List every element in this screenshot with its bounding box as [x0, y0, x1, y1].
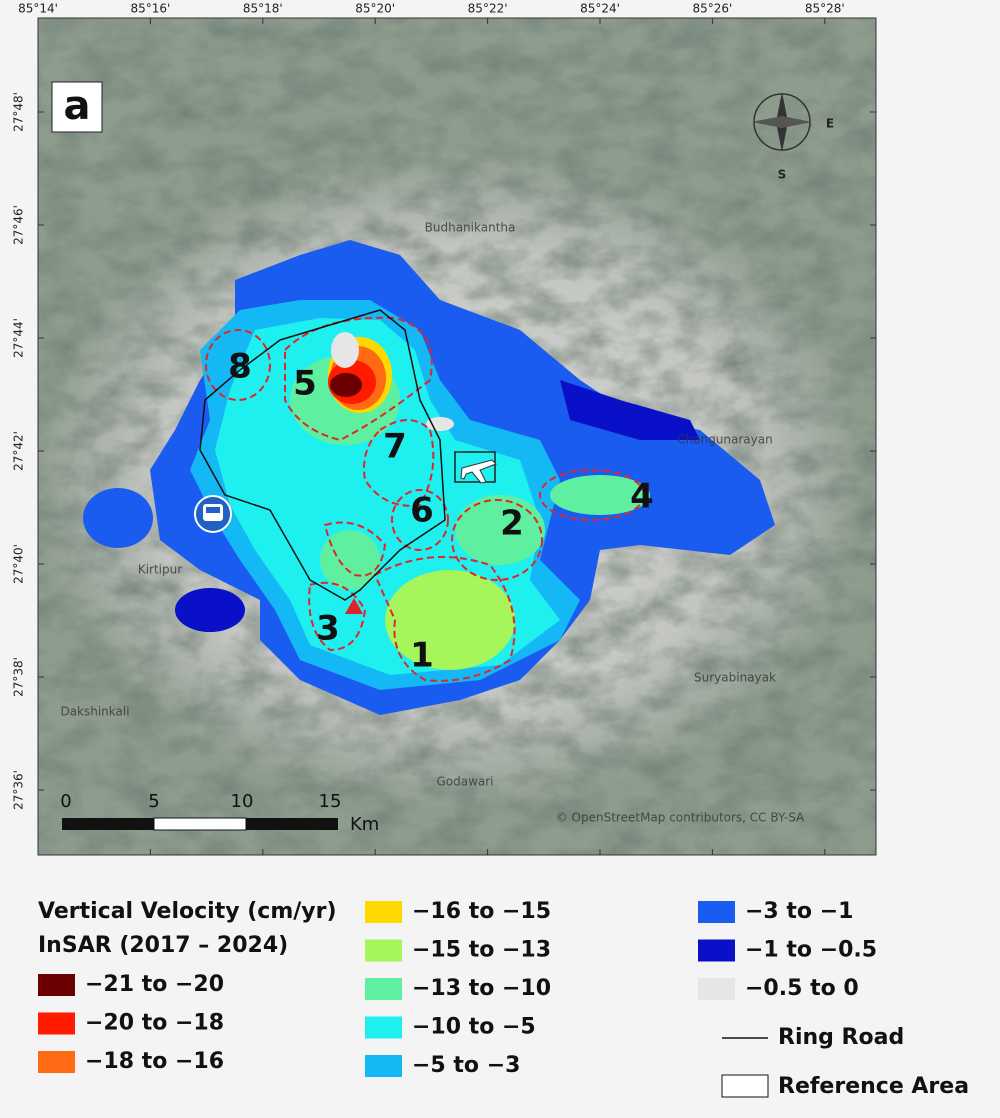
legend-swatch [698, 901, 735, 923]
zone-outline [308, 581, 367, 652]
legend-swatch [38, 974, 75, 996]
velocity-zone [385, 570, 515, 670]
legend-swatch [365, 1055, 402, 1077]
y-tick-label: 27°40' [12, 544, 26, 584]
legend-subtitle: InSAR (2017 – 2024) [38, 933, 288, 958]
legend-label: −13 to −10 [412, 976, 551, 1001]
airport-icon [460, 459, 497, 484]
legend-label: Reference Area [778, 1074, 969, 1099]
x-tick-label: 85°26' [692, 2, 732, 16]
compass-label: E [826, 117, 834, 131]
velocity-zone [550, 475, 650, 515]
legend-swatch [38, 1051, 75, 1073]
x-tick-label: 85°20' [355, 2, 395, 16]
zone-outline [205, 329, 271, 401]
x-tick-label: 85°28' [805, 2, 845, 16]
scale-unit: Km [350, 814, 379, 835]
velocity-zone [560, 380, 700, 440]
velocity-zone [330, 373, 362, 397]
x-tick-label: 85°14' [18, 2, 58, 16]
landmark-triangle [345, 598, 363, 614]
zone-label: 1 [410, 636, 434, 676]
legend-swatch [698, 939, 735, 962]
place-label: Budhanikantha [425, 221, 516, 235]
scale-label: 10 [231, 791, 254, 812]
reference-area [454, 451, 496, 483]
legend-label: −5 to −3 [412, 1053, 520, 1078]
legend-swatch [38, 1012, 75, 1035]
zone-outline [539, 469, 645, 521]
legend: Vertical Velocity (cm/yr) InSAR (2017 – … [38, 899, 969, 1099]
place-label: Godawari [436, 775, 493, 789]
y-tick-label: 27°48' [12, 92, 26, 132]
legend-label: −21 to −20 [85, 972, 224, 997]
zone-outline [451, 499, 543, 581]
zone-label: 2 [500, 504, 524, 544]
zone-outline [363, 419, 435, 507]
y-tick-label: 27°44' [12, 318, 26, 358]
legend-label: −18 to −16 [85, 1049, 224, 1074]
zone-label: 8 [228, 347, 252, 387]
panel-label-box [51, 81, 103, 133]
legend-label: −10 to −5 [412, 1015, 536, 1040]
scale-labels: 0 5 10 15 Km [60, 791, 379, 835]
scale-bar [62, 817, 338, 831]
x-tick-label: 85°16' [130, 2, 170, 16]
x-tick-label: 85°22' [468, 2, 508, 16]
attribution: © OpenStreetMap contributors, CC BY-SA [556, 811, 805, 825]
place-label: Changunarayan [677, 433, 772, 447]
zone-label: 4 [630, 477, 654, 517]
velocity-zone [320, 530, 380, 590]
zone-label: 7 [383, 427, 407, 467]
scale-label: 0 [60, 791, 71, 812]
zone-outline [323, 521, 387, 577]
legend-title: Vertical Velocity (cm/yr) [38, 899, 337, 924]
y-tick-label: 27°38' [12, 657, 26, 697]
x-tick-label: 85°24' [580, 2, 620, 16]
x-tick-label: 85°18' [243, 2, 283, 16]
compass [752, 92, 812, 152]
place-label: Dakshinkali [60, 705, 129, 719]
bus-icon [194, 495, 232, 533]
velocity-zone [175, 588, 245, 632]
legend-swatch [365, 1016, 402, 1039]
zone-label: 5 [293, 364, 317, 404]
axis-ticks: 85°14' 85°16' 85°18' 85°20' 85°22' 85°24' 85°2… [12, 2, 876, 855]
legend-swatch [365, 978, 402, 1000]
map: Budhanikantha Godawari Suryabinayak Dakshin… [38, 18, 876, 855]
reference-area-key [721, 1074, 769, 1098]
legend-label: −1 to −0.5 [745, 938, 877, 963]
legend-label: −15 to −13 [412, 938, 551, 963]
place-label: Suryabinayak [694, 671, 776, 685]
zone-outline [391, 489, 449, 551]
velocity-zone [83, 488, 153, 548]
legend-label: Ring Road [778, 1025, 904, 1050]
legend-label: −0.5 to 0 [745, 976, 859, 1001]
panel-label: a [64, 83, 91, 129]
zone-label: 6 [410, 491, 434, 531]
subsidence-zones [205, 316, 645, 682]
zone-label: 3 [316, 609, 340, 649]
legend-swatch [365, 939, 402, 962]
place-labels: Budhanikantha Godawari Suryabinayak Dakshin… [60, 221, 776, 789]
zone-labels: 8 5 76 2 4 3 1 [228, 347, 654, 676]
y-tick-label: 27°36' [12, 770, 26, 810]
legend-label: −3 to −1 [745, 899, 853, 924]
legend-label: −16 to −15 [412, 899, 551, 924]
velocity-zone [455, 495, 545, 565]
scale-label: 5 [148, 791, 159, 812]
map-frame [37, 17, 877, 856]
legend-label: −20 to −18 [85, 1011, 224, 1036]
place-label: Kirtipur [138, 563, 182, 577]
legend-swatch [698, 978, 735, 1000]
y-tick-label: 27°42' [12, 431, 26, 471]
scale-label: 15 [319, 791, 342, 812]
velocity-zone [331, 332, 359, 368]
zone-outline [373, 556, 516, 682]
legend-swatch [365, 901, 402, 923]
ring-road [199, 309, 446, 601]
compass-label: S [778, 168, 787, 182]
y-tick-label: 27°46' [12, 205, 26, 245]
